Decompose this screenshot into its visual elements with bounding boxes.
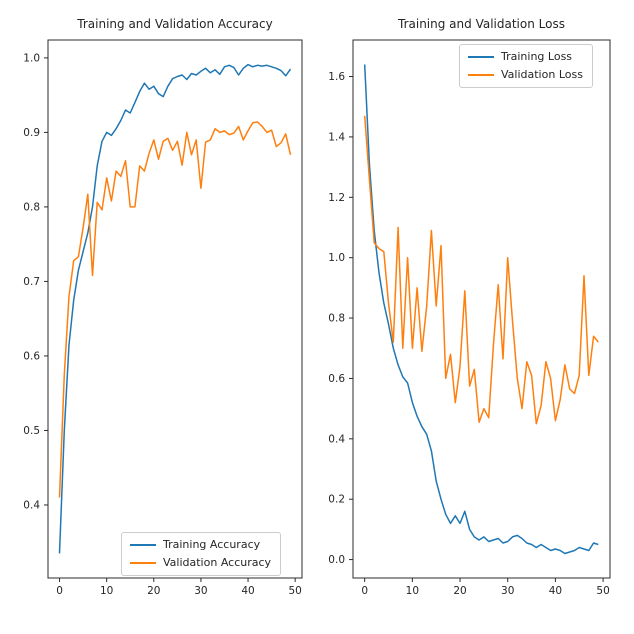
legend-label: Training Accuracy	[163, 538, 261, 551]
loss-y-tick-label: 0.6	[328, 373, 345, 385]
legend-row-training-loss: Training Loss	[468, 50, 583, 64]
accuracy-y-tick-label: 0.8	[23, 201, 40, 213]
loss-y-tick-label: 0.2	[328, 494, 345, 506]
accuracy-y-tick-label: 0.9	[23, 127, 40, 139]
loss-plot-title: Training and Validation Loss	[398, 17, 565, 31]
accuracy-y-tick-label: 0.5	[23, 425, 40, 437]
loss-y-tick-label: 1.6	[328, 71, 345, 83]
accuracy-y-tick-label: 0.4	[23, 499, 40, 511]
accuracy-x-tick-label: 20	[147, 585, 160, 597]
loss-x-tick-label: 10	[406, 585, 419, 597]
accuracy-y-tick-label: 0.7	[23, 276, 40, 288]
loss-axes-box	[352, 39, 611, 579]
legend-row-validation-accuracy: Validation Accuracy	[130, 556, 271, 570]
loss-y-tick-label: 0.0	[328, 554, 345, 566]
loss-y-tick-label: 0.4	[328, 433, 345, 445]
loss-y-tick-label: 1.0	[328, 252, 345, 264]
accuracy-x-tick-label: 0	[56, 585, 63, 597]
loss-x-tick-label: 40	[549, 585, 562, 597]
legend-row-training-accuracy: Training Accuracy	[130, 538, 271, 552]
accuracy-x-tick-label: 50	[288, 585, 301, 597]
accuracy-plot-title: Training and Validation Accuracy	[77, 17, 273, 31]
accuracy-y-tick-label: 1.0	[23, 52, 40, 64]
accuracy-axes-box	[47, 39, 303, 579]
loss-y-tick-label: 1.2	[328, 192, 345, 204]
loss-x-tick-label: 0	[361, 585, 368, 597]
validation-loss-line-sample	[468, 74, 494, 76]
legend-label: Training Loss	[501, 50, 573, 63]
accuracy-x-tick-label: 10	[100, 585, 113, 597]
accuracy-x-tick-label: 30	[194, 585, 207, 597]
legend-row-validation-loss: Validation Loss	[468, 68, 583, 82]
loss-x-tick-label: 20	[453, 585, 466, 597]
loss-legend: Training Loss Validation Loss	[459, 44, 593, 88]
loss-y-tick-label: 1.4	[328, 131, 345, 143]
validation-accuracy-line-sample	[130, 562, 156, 564]
accuracy-y-tick-label: 0.6	[23, 350, 40, 362]
legend-label: Validation Loss	[501, 68, 583, 81]
accuracy-x-tick-label: 40	[241, 585, 254, 597]
accuracy-series-validation-accuracy	[58, 121, 292, 498]
loss-y-tick-label: 0.8	[328, 313, 345, 325]
legend-label: Validation Accuracy	[163, 556, 272, 569]
accuracy-series-training-accuracy	[58, 63, 292, 554]
loss-x-tick-label: 30	[501, 585, 514, 597]
training-accuracy-line-sample	[130, 544, 156, 546]
training-loss-line-sample	[468, 56, 494, 58]
accuracy-legend: Training Accuracy Validation Accuracy	[121, 532, 282, 576]
loss-series-validation-loss	[363, 115, 599, 425]
loss-x-tick-label: 50	[596, 585, 609, 597]
loss-series-training-loss	[363, 64, 599, 555]
